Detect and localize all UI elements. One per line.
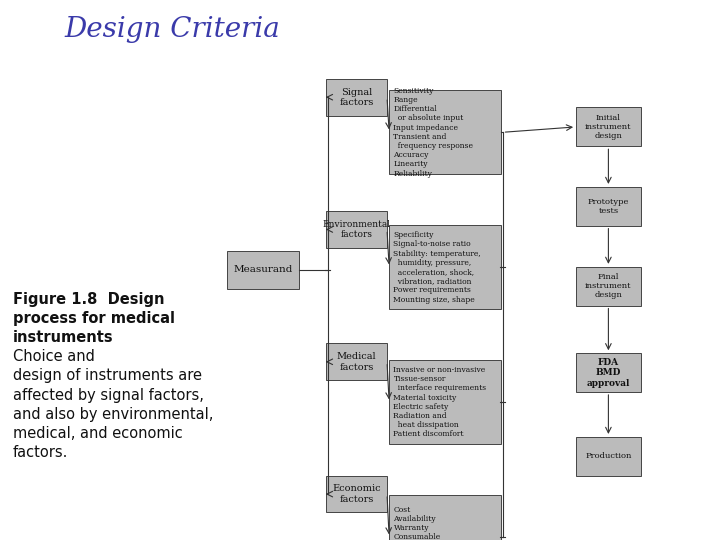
FancyBboxPatch shape [325,211,387,248]
Text: Initial
instrument
design: Initial instrument design [585,114,631,140]
FancyBboxPatch shape [389,226,501,309]
Text: Signal
factors: Signal factors [339,87,374,107]
Text: Choice and
design of instruments are
affected by signal factors,
and also by env: Choice and design of instruments are aff… [13,292,213,460]
FancyBboxPatch shape [389,90,501,174]
Text: FDA
BMD
approval: FDA BMD approval [587,357,630,388]
Text: Economic
factors: Economic factors [332,484,381,504]
Text: Production: Production [585,453,631,460]
FancyBboxPatch shape [389,496,501,540]
FancyBboxPatch shape [576,187,641,226]
Text: Prototype
tests: Prototype tests [588,198,629,215]
FancyBboxPatch shape [325,79,387,116]
Text: Measurand: Measurand [233,266,292,274]
Text: Cost
Availability
Warranty
Consumable
  requirements
Compatibility with
  existi: Cost Availability Warranty Consumable re… [394,505,472,540]
Text: Final
instrument
design: Final instrument design [585,273,631,299]
Text: Invasive or non-invasive
Tissue-sensor
  interface requirements
Material toxicit: Invasive or non-invasive Tissue-sensor i… [394,366,487,438]
Text: Figure 1.8  Design
process for medical
instruments: Figure 1.8 Design process for medical in… [13,292,175,345]
Text: Environmental
factors: Environmental factors [323,220,390,239]
FancyBboxPatch shape [325,343,387,380]
FancyBboxPatch shape [389,361,501,444]
Text: Medical
factors: Medical factors [336,352,377,372]
FancyBboxPatch shape [576,437,641,476]
Text: Design Criteria: Design Criteria [65,16,281,43]
Text: Specificity
Signal-to-noise ratio
Stability: temperature,
  humidity, pressure,
: Specificity Signal-to-noise ratio Stabil… [394,231,481,303]
FancyBboxPatch shape [325,476,387,512]
FancyBboxPatch shape [576,353,641,392]
FancyBboxPatch shape [227,251,299,289]
FancyBboxPatch shape [576,107,641,146]
FancyBboxPatch shape [576,267,641,306]
Text: Sensitivity
Range
Differential
  or absolute input
Input impedance
Transient and: Sensitivity Range Differential or absolu… [394,87,474,178]
